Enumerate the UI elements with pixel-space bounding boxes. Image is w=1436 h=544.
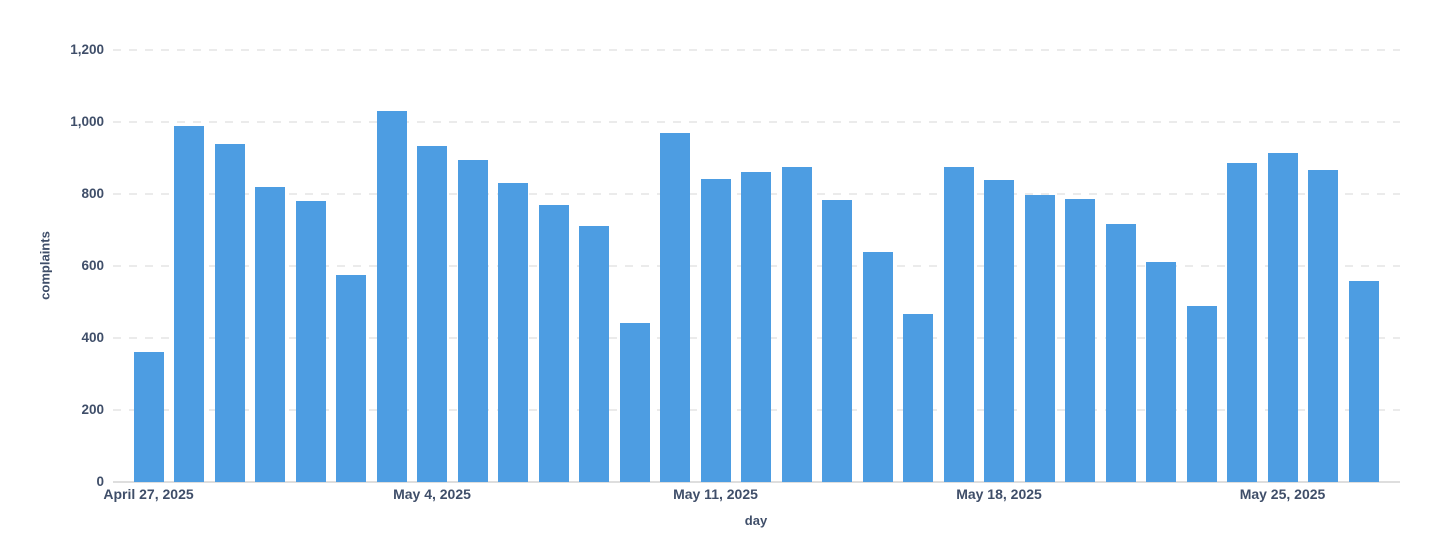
bar-apr-29-2025 <box>214 144 245 482</box>
y-tick-label-0: 0 <box>96 474 104 489</box>
y-tick-label-400: 400 <box>81 330 104 345</box>
bar-may-13-2025 <box>781 167 812 482</box>
x-axis-title: day <box>744 513 768 528</box>
x-tick-label-21: May 18, 2025 <box>956 486 1042 502</box>
bar-may-17-2025 <box>943 167 974 482</box>
bar-may-11-2025 <box>700 178 731 482</box>
y-tick-label-1200: 1,200 <box>70 42 104 57</box>
bar-may-2-2025 <box>336 275 366 482</box>
bar-may-25-2025 <box>1267 152 1298 482</box>
bar-may-5-2025 <box>457 159 488 482</box>
bar-may-14-2025 <box>822 200 852 482</box>
bar-apr-27-2025 <box>133 352 164 482</box>
bar-may-19-2025 <box>1024 194 1055 482</box>
bar-may-7-2025 <box>538 204 569 482</box>
y-tick-label-1000: 1,000 <box>70 114 104 129</box>
bar-may-4-2025 <box>417 146 447 482</box>
x-tick-label-7: May 4, 2025 <box>393 486 471 502</box>
bar-may-24-2025 <box>1227 163 1257 482</box>
bar-apr-30-2025 <box>255 186 285 482</box>
x-tick-label-0: April 27, 2025 <box>103 486 194 502</box>
bar-may-26-2025 <box>1308 170 1338 482</box>
y-gridline-1200 <box>113 49 1400 51</box>
y-tick-label-200: 200 <box>81 402 104 417</box>
bar-apr-28-2025 <box>174 125 204 482</box>
bar-may-22-2025 <box>1146 261 1176 482</box>
y-tick-label-800: 800 <box>81 186 104 201</box>
bar-may-20-2025 <box>1065 199 1095 482</box>
bar-may-10-2025 <box>660 132 690 482</box>
y-axis-title: complaints <box>37 231 53 300</box>
bar-may-27-2025 <box>1348 281 1379 482</box>
bar-may-8-2025 <box>579 226 609 482</box>
bar-may-3-2025 <box>376 111 407 482</box>
bar-may-6-2025 <box>498 183 528 482</box>
bar-may-21-2025 <box>1105 223 1136 482</box>
bar-may-9-2025 <box>619 322 650 482</box>
bar-may-12-2025 <box>741 171 771 482</box>
x-tick-label-14: May 11, 2025 <box>673 486 758 502</box>
x-tick-label-28: May 25, 2025 <box>1239 486 1326 502</box>
y-gridline-1000 <box>113 121 1400 123</box>
y-tick-label-600: 600 <box>81 258 104 273</box>
bar-may-18-2025 <box>984 179 1014 482</box>
bar-may-23-2025 <box>1186 305 1217 482</box>
bar-may-1-2025 <box>295 201 326 482</box>
x-axis-line <box>113 481 1400 483</box>
bar-may-16-2025 <box>903 313 933 482</box>
bar-may-15-2025 <box>862 251 893 482</box>
